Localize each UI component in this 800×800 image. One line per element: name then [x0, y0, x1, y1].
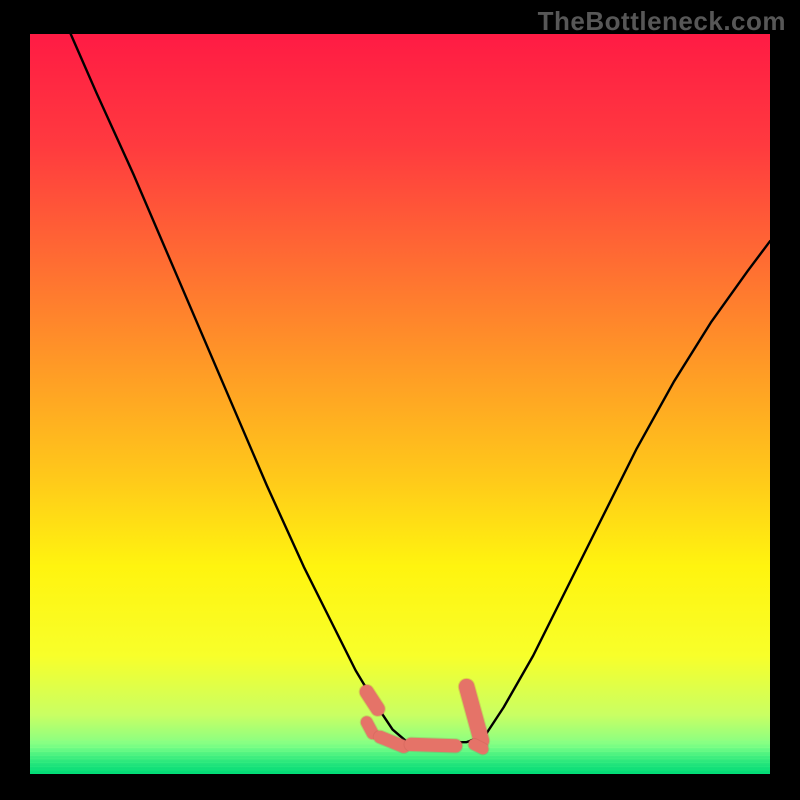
green-stripe — [30, 763, 770, 766]
marker-segment — [367, 692, 378, 709]
marker-segment — [380, 737, 404, 747]
gradient-background — [30, 34, 770, 774]
green-stripe — [30, 770, 770, 773]
green-stripe — [30, 767, 770, 770]
marker-segment — [474, 744, 483, 748]
green-stripe — [30, 756, 770, 759]
marker-segment — [367, 722, 373, 733]
green-stripe — [30, 759, 770, 762]
marker-segment — [411, 744, 455, 745]
bottleneck-plot — [0, 0, 800, 800]
